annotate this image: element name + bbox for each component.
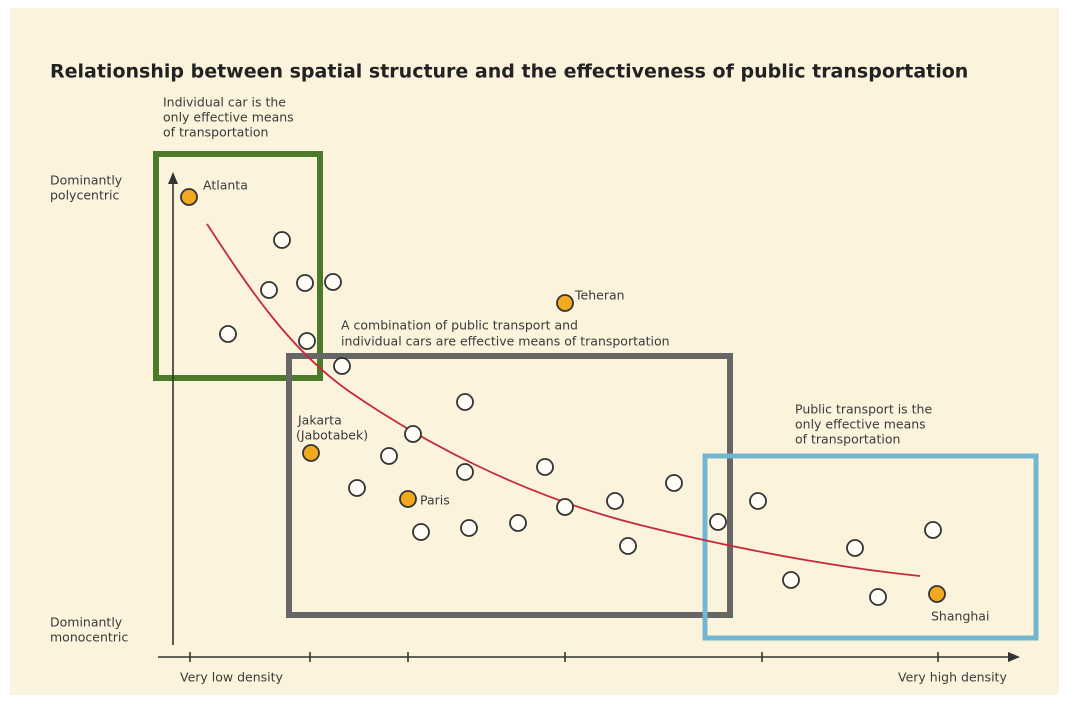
annotation: individual cars are effective means of t… [341, 334, 670, 349]
city-point [180, 188, 198, 206]
point [709, 513, 727, 531]
point [412, 523, 430, 541]
point [260, 281, 278, 299]
axes [158, 180, 1012, 662]
annotation: of transportation [163, 125, 268, 140]
transit-only-box [702, 453, 1039, 641]
point [324, 273, 342, 291]
combination-box [286, 353, 733, 618]
point [749, 492, 767, 510]
point [619, 537, 637, 555]
annotation: A combination of public transport and [341, 318, 578, 333]
point [846, 539, 864, 557]
annotation: only effective means [795, 417, 926, 432]
annotation: of transportation [795, 432, 900, 447]
point [380, 447, 398, 465]
x-arrow [1008, 652, 1020, 662]
point [782, 571, 800, 589]
city-label: Paris [420, 493, 450, 508]
point [606, 492, 624, 510]
y-axis-label: polycentric [50, 188, 119, 203]
point [456, 463, 474, 481]
city-label: Teheran [574, 288, 625, 303]
car-only-box [153, 151, 323, 381]
point [536, 458, 554, 476]
y-axis-label: monocentric [50, 630, 128, 645]
point [298, 332, 316, 350]
point [456, 393, 474, 411]
point [296, 274, 314, 292]
y-axis-label: Dominantly [50, 173, 123, 188]
city-label: Atlanta [203, 178, 248, 193]
title: Relationship between spatial structure a… [50, 61, 968, 83]
city-point [399, 490, 417, 508]
y-axis-label: Dominantly [50, 615, 123, 630]
x-axis-label: Very low density [180, 670, 284, 685]
y-arrow [168, 172, 178, 184]
cities-unlabeled [219, 231, 942, 606]
point [348, 479, 366, 497]
point [273, 231, 291, 249]
city-point [302, 444, 320, 462]
point [509, 514, 527, 532]
annotation: Individual car is the [163, 95, 286, 110]
point [869, 588, 887, 606]
annotation: only effective means [163, 110, 294, 125]
point [460, 519, 478, 537]
city-label: (Jabotabek) [296, 428, 368, 443]
city-label: Jakarta [297, 413, 342, 428]
point [219, 325, 237, 343]
point [556, 498, 574, 516]
city-point [928, 585, 946, 603]
point [333, 357, 351, 375]
point [924, 521, 942, 539]
city-label: Shanghai [931, 609, 989, 624]
x-axis-label: Very high density [898, 670, 1007, 685]
point [404, 425, 422, 443]
point [665, 474, 683, 492]
annotation: Public transport is the [795, 402, 932, 417]
trend-curve [206, 223, 921, 577]
background [10, 8, 1059, 695]
city-point [556, 294, 574, 312]
